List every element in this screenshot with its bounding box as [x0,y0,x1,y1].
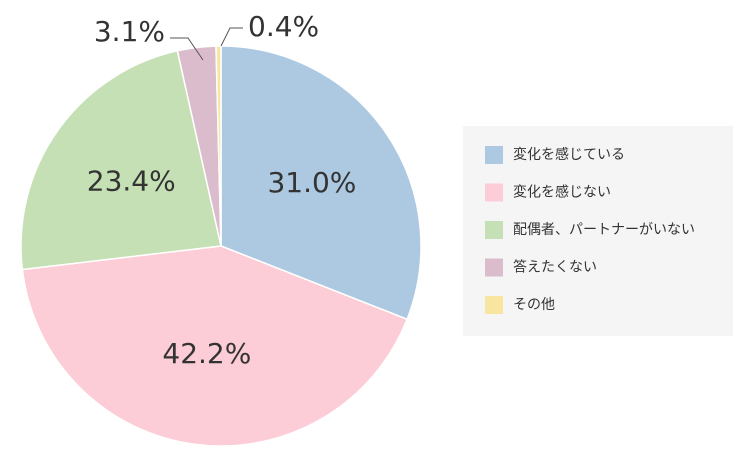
value-label: 3.1% [94,15,165,48]
leader-line [170,37,204,61]
legend-label: 変化を感じている [513,146,625,163]
pie-slice [20,49,222,271]
legend-label: その他 [513,297,555,313]
legend-label: 答えたくない [513,259,597,276]
value-label: 42.2% [162,337,251,370]
value-label: 0.4% [248,10,319,43]
legend-swatch [485,146,503,164]
legend-swatch [485,258,503,277]
legend-swatch [485,221,503,239]
value-label: 31.0% [267,166,356,199]
pie-slice [21,245,409,447]
pie-slice [215,45,222,247]
legend-label: 変化を感じない [513,184,611,201]
pie-slice [220,45,422,321]
leader-line [220,27,243,47]
legend-swatch [485,296,503,314]
value-label: 23.4% [87,164,176,197]
legend-label: 配偶者、パートナーがいない [513,222,695,238]
legend-swatch [485,183,503,202]
legend-box [463,126,733,336]
